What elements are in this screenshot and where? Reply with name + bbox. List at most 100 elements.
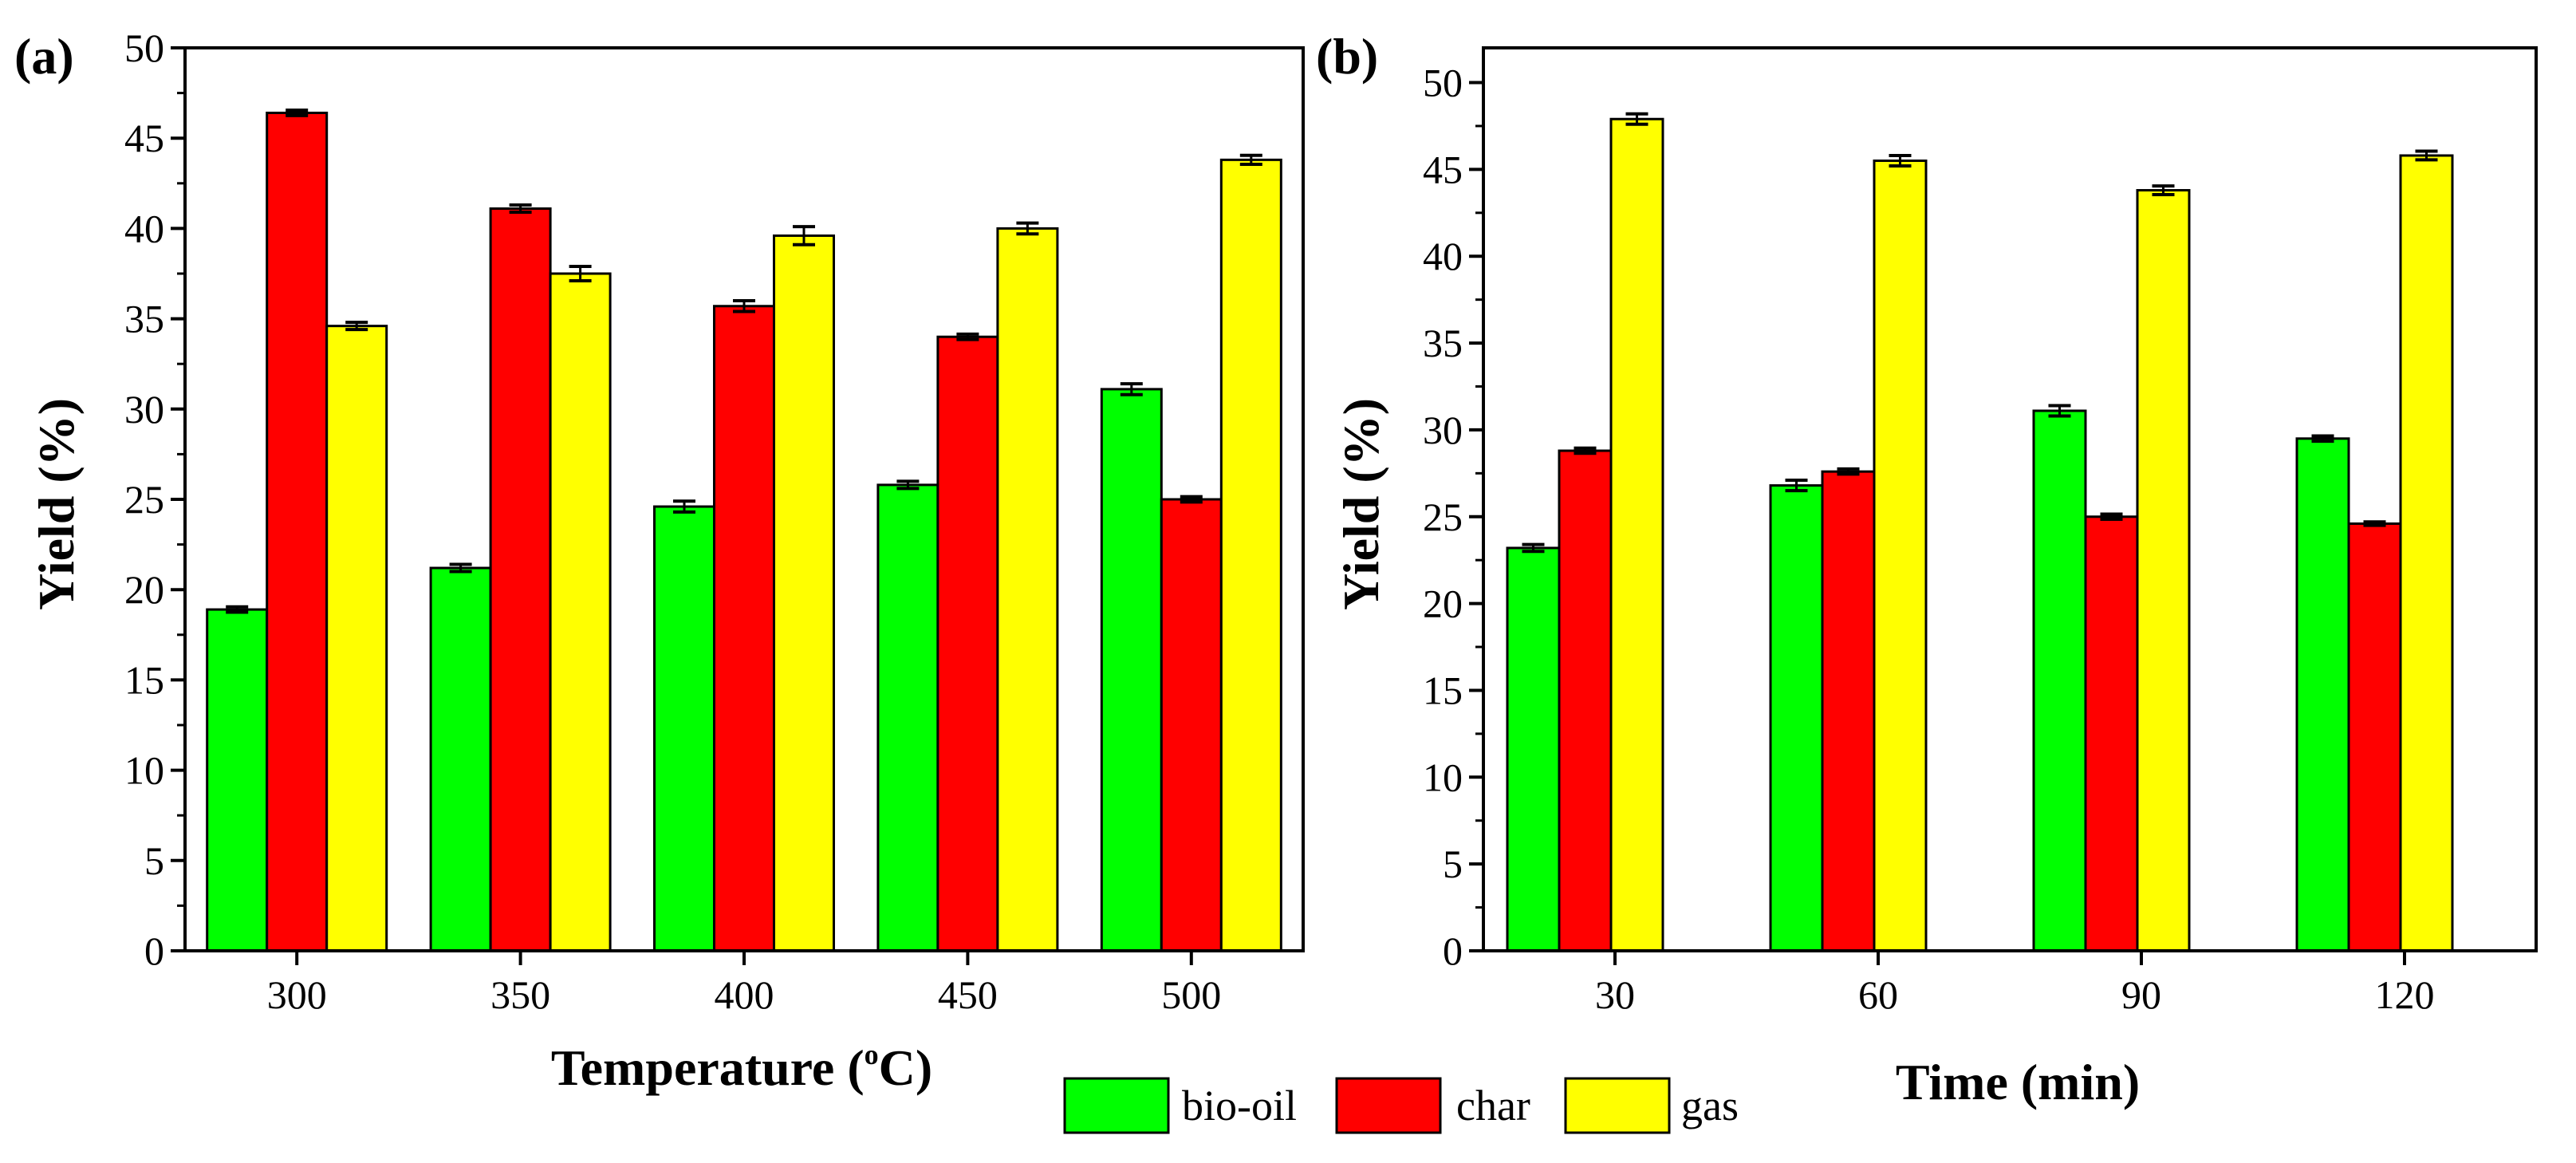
y-tick-label-a: 10	[124, 748, 164, 793]
legend-label-bio-oil: bio-oil	[1182, 1082, 1297, 1129]
x-axis-title-b: Time (min)	[1896, 1054, 2140, 1110]
y-tick-label-b: 50	[1423, 61, 1463, 105]
x-tick-label-b: 90	[2121, 972, 2161, 1017]
error-bar-a-char-300	[286, 108, 309, 117]
bar-b-char-60	[1821, 470, 1876, 952]
y-tick-label-a: 40	[124, 206, 164, 250]
error-bar-b-char-60	[1837, 467, 1860, 476]
y-tick-label-b: 45	[1423, 147, 1463, 191]
legend-swatch-char	[1335, 1077, 1442, 1134]
error-bar-a-gas-350	[569, 264, 592, 283]
error-bar-b-gas-30	[1625, 112, 1648, 126]
error-bar-b-bio-oil-90	[2048, 404, 2071, 418]
x-tick-label-b: 60	[1858, 972, 1898, 1017]
error-bar-b-char-120	[2363, 520, 2386, 527]
y-tick-label-a: 15	[124, 657, 164, 702]
legend-label-gas: gas	[1681, 1082, 1739, 1129]
bar-a-gas-350	[549, 272, 612, 952]
y-tick-label-a: 50	[124, 26, 164, 70]
y-tick-label-b: 40	[1423, 234, 1463, 278]
bar-b-bio-oil-60	[1769, 484, 1824, 952]
legend-swatch-gas	[1564, 1077, 1671, 1134]
error-bar-b-gas-120	[2415, 149, 2438, 162]
bar-b-bio-oil-90	[2032, 409, 2087, 952]
y-tick-label-b: 20	[1423, 582, 1463, 626]
y-tick-label-a: 20	[124, 567, 164, 612]
bar-b-char-30	[1558, 449, 1613, 952]
bar-a-gas-500	[1219, 158, 1282, 952]
y-tick-label-b: 35	[1423, 321, 1463, 365]
error-bar-b-bio-oil-30	[1522, 542, 1545, 554]
chart-panel-b: (b) Time (min) Yield (%) 0 5 10 15 20 25 30 35 4…	[1316, 28, 2538, 1110]
bar-b-char-120	[2347, 522, 2402, 952]
x-tick-label-b: 120	[2375, 972, 2435, 1017]
error-bar-a-bio-oil-300	[226, 605, 249, 614]
bar-b-bio-oil-120	[2295, 437, 2350, 952]
legend: bio-oil char gas	[1063, 1077, 1739, 1134]
y-tick-label-a: 5	[144, 838, 164, 883]
error-bar-b-bio-oil-60	[1785, 479, 1808, 493]
bar-b-bio-oil-30	[1506, 546, 1561, 952]
bar-b-char-90	[2084, 515, 2139, 952]
error-bar-a-bio-oil-500	[1120, 382, 1143, 396]
y-tick-label-b: 25	[1423, 495, 1463, 539]
bar-a-char-350	[489, 207, 552, 952]
y-tick-label-a: 35	[124, 297, 164, 341]
error-bar-a-char-400	[733, 298, 755, 313]
bar-b-gas-30	[1609, 117, 1664, 952]
panel-label-a: (a)	[14, 28, 74, 85]
y-tick-label-b: 10	[1423, 755, 1463, 799]
bar-a-gas-400	[773, 234, 835, 952]
x-tick-label-a: 450	[938, 972, 998, 1017]
error-bar-a-bio-oil-350	[449, 562, 472, 574]
error-bar-a-bio-oil-450	[896, 479, 920, 491]
y-tick-label-b: 15	[1423, 668, 1463, 712]
bar-a-bio-oil-500	[1100, 388, 1163, 952]
x-tick-label-a: 500	[1161, 972, 1221, 1017]
plot-frame-b	[1482, 46, 2538, 952]
error-bar-a-char-500	[1180, 495, 1203, 504]
bar-a-gas-300	[325, 325, 388, 952]
bar-a-bio-oil-350	[429, 566, 492, 952]
error-bar-a-bio-oil-400	[673, 499, 695, 514]
legend-swatch-bio-oil	[1063, 1077, 1170, 1134]
error-bar-a-char-350	[509, 203, 532, 215]
x-tick-label-b: 30	[1595, 972, 1635, 1017]
y-tick-label-a: 25	[124, 477, 164, 522]
bar-a-bio-oil-450	[876, 483, 939, 952]
bar-a-bio-oil-300	[206, 608, 269, 952]
x-axis-title-a: Temperature (oC)	[551, 1039, 932, 1096]
legend-label-char: char	[1456, 1082, 1530, 1129]
error-bar-b-char-90	[2100, 512, 2123, 522]
y-axis-title-a: Yield (%)	[28, 398, 85, 610]
y-tick-label-b: 5	[1443, 842, 1463, 886]
error-bar-b-bio-oil-120	[2311, 434, 2334, 444]
bar-a-char-500	[1160, 498, 1223, 952]
bar-a-gas-450	[996, 227, 1059, 952]
y-tick-label-a: 45	[124, 116, 164, 160]
bar-b-gas-90	[2136, 189, 2191, 952]
error-bar-a-gas-300	[345, 321, 368, 332]
chart-panel-a: (a) Temperature (oC) Yield (%) 0 5 10 15 20 2…	[14, 26, 1305, 1096]
error-bar-a-char-450	[956, 332, 979, 341]
error-bar-b-char-30	[1574, 446, 1597, 455]
y-tick-label-a: 30	[124, 387, 164, 432]
bar-a-char-450	[936, 335, 999, 952]
x-tick-label-a: 400	[715, 972, 774, 1017]
y-axis-title-b: Yield (%)	[1333, 398, 1389, 610]
panel-label-b: (b)	[1316, 28, 1378, 85]
error-bar-b-gas-90	[2152, 184, 2175, 196]
bar-a-char-300	[266, 112, 329, 952]
error-bar-a-gas-400	[793, 225, 815, 246]
y-tick-label-a: 0	[144, 928, 164, 973]
bar-a-bio-oil-400	[653, 505, 715, 952]
y-tick-label-b: 0	[1443, 928, 1463, 973]
y-tick-label-b: 30	[1423, 408, 1463, 452]
error-bar-a-gas-450	[1016, 221, 1039, 236]
error-bar-a-gas-500	[1239, 153, 1262, 167]
bar-a-char-400	[713, 305, 775, 952]
bar-b-gas-120	[2399, 154, 2454, 952]
x-tick-label-a: 350	[490, 972, 550, 1017]
error-bar-b-gas-60	[1889, 153, 1912, 168]
